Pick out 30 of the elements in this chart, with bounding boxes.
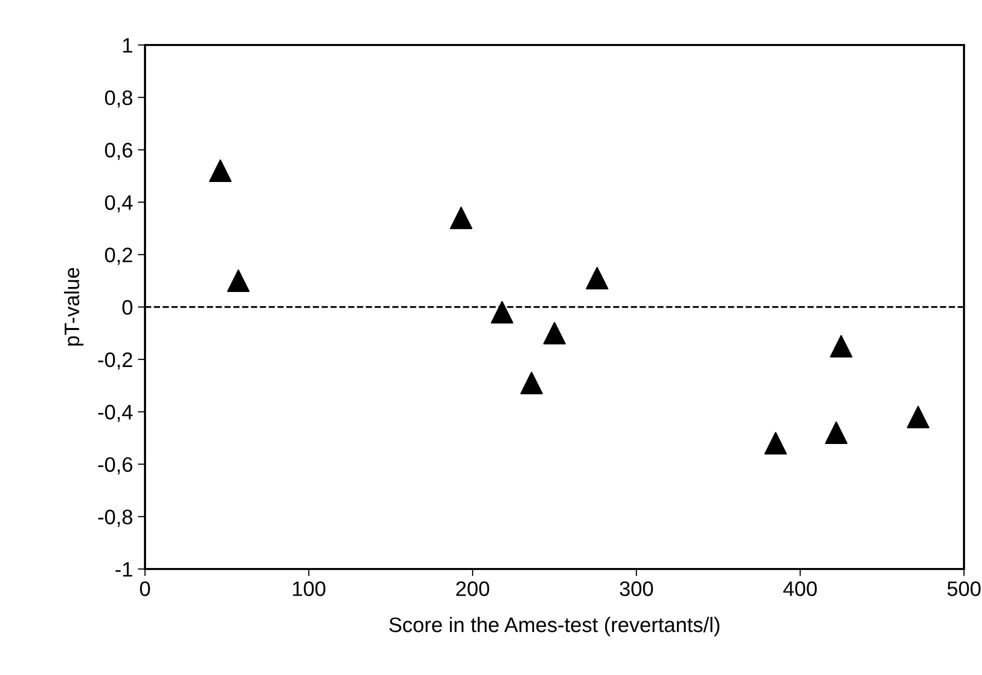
point	[227, 270, 250, 292]
point	[586, 266, 608, 290]
point	[490, 301, 514, 324]
y-tick-label: -0,4	[98, 404, 133, 422]
y-tick-label: 0,4	[105, 195, 133, 212]
point	[450, 206, 472, 230]
point	[825, 422, 848, 444]
x-axis-title: Score in the Ames-test (revertants/l)	[389, 616, 720, 636]
x-tick-label: 200	[456, 581, 490, 596]
x-tick-label: 400	[783, 581, 817, 596]
y-tick-label: 0,8	[105, 90, 132, 108]
y-tick-label: 0,2	[105, 248, 132, 265]
point	[906, 406, 930, 428]
point	[209, 160, 232, 182]
y-tick-label: -1	[116, 562, 132, 577]
y-tick-label: 1	[123, 38, 132, 53]
x-tick-label: 0	[140, 581, 150, 596]
x-tick-label: 500	[947, 581, 981, 596]
x-tick-label: 100	[293, 581, 326, 596]
y-tick-label: -0,2	[98, 352, 132, 370]
y-tick-label: -0,8	[98, 510, 132, 527]
point	[830, 335, 852, 358]
point	[764, 432, 787, 454]
y-tick-label: 0,6	[105, 142, 132, 160]
x-tick-label: 300	[620, 581, 653, 596]
y-axis-title: pT-value	[64, 268, 84, 346]
point	[520, 372, 543, 394]
point	[543, 322, 566, 344]
y-tick-label: -0,6	[98, 457, 132, 474]
y-tick-label: 0	[122, 300, 132, 315]
